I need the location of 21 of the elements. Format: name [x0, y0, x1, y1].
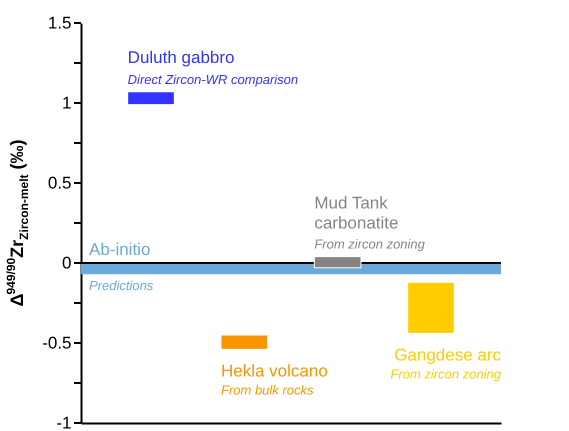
y-tick-label: -0.5 [42, 334, 72, 352]
y-tick-label: -1 [56, 414, 72, 431]
annotation: Gangdese arc [394, 345, 502, 364]
bar [314, 256, 362, 268]
annotation: From zircon zoning [390, 366, 502, 382]
y-tick-label: 0.5 [48, 174, 72, 192]
y-axis-title: Δ949/90ZrZircon-melt (‰) [4, 139, 31, 307]
bar [220, 334, 268, 350]
annotation: Hekla volcano [221, 361, 328, 380]
bar [127, 91, 175, 106]
annotation: From zircon zoning [314, 236, 426, 252]
annotation: Direct Zircon-WR comparison [128, 72, 298, 87]
bar [407, 282, 455, 334]
y-tick-label: 0 [62, 254, 72, 272]
annotation: From bulk rocks [221, 382, 314, 398]
y-tick-label: 1 [62, 94, 72, 112]
annotation: Predictions [89, 278, 154, 294]
y-tick-label: 1.5 [48, 14, 72, 32]
band-label: Ab-initio [89, 240, 150, 259]
annotation: Mud Tank carbonatite [314, 194, 398, 233]
annotation: Duluth gabbro [128, 48, 234, 67]
